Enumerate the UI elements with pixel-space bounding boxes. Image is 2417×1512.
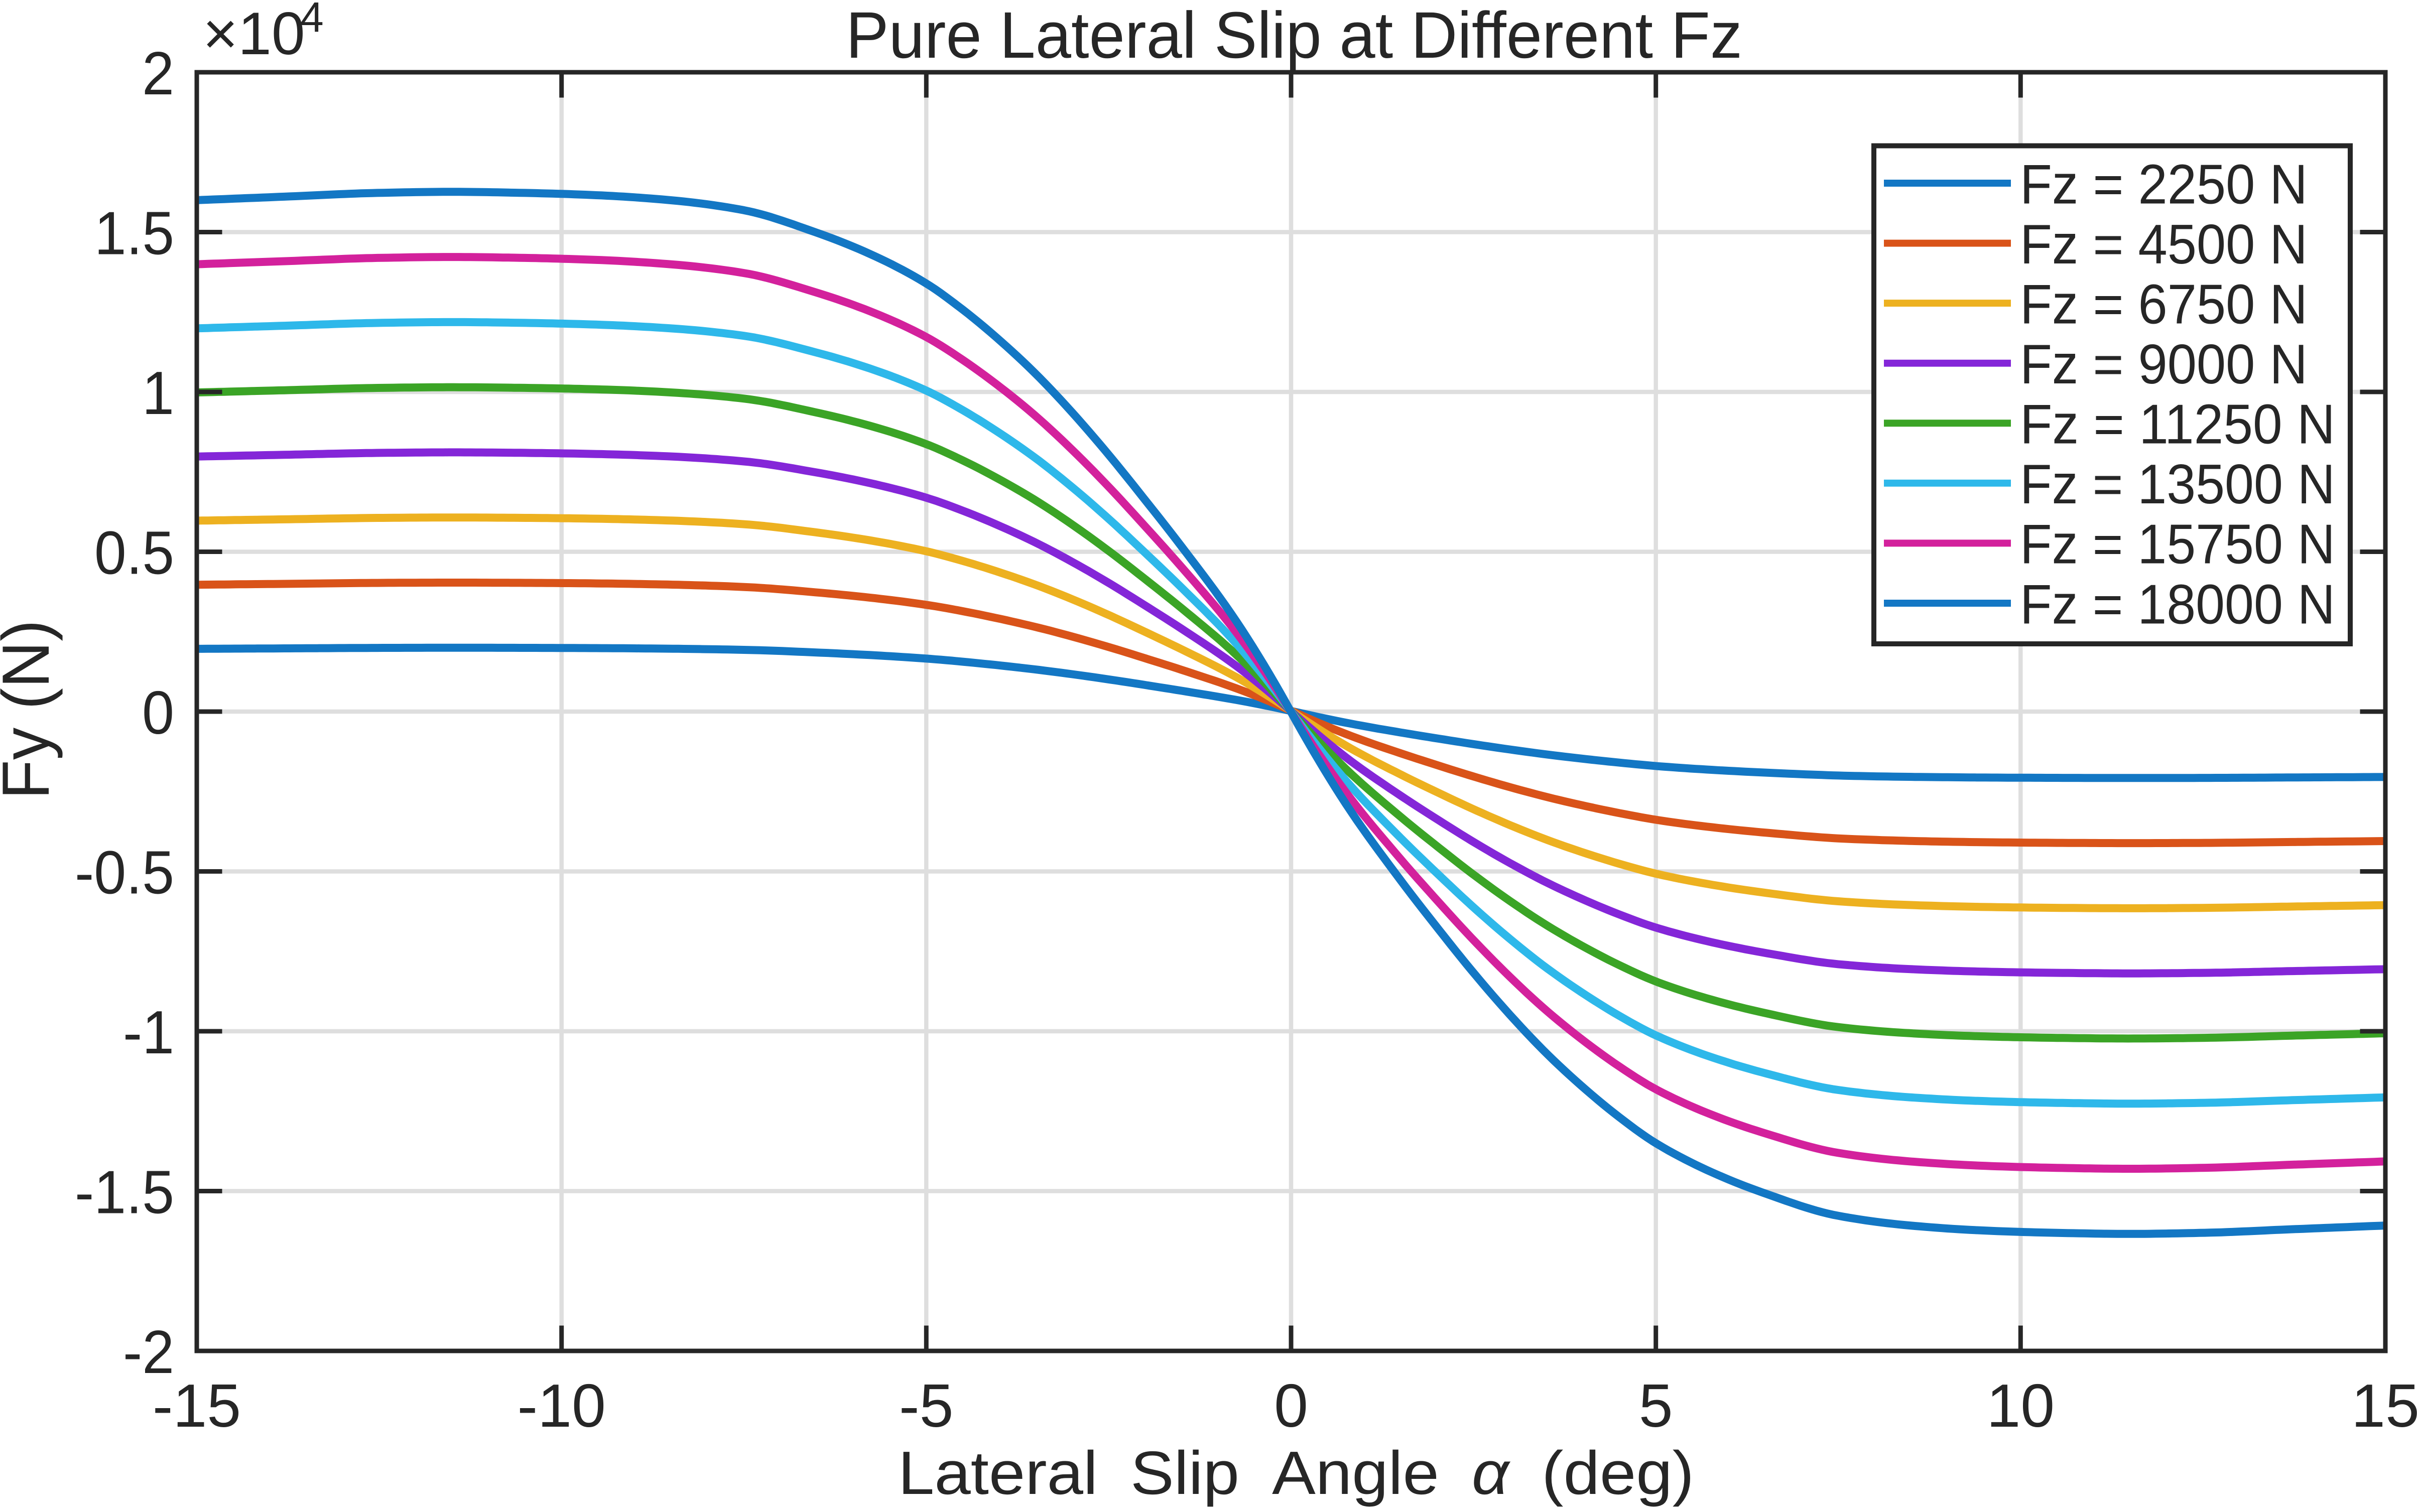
svg-text:2: 2 [142, 39, 174, 107]
svg-text:0: 0 [142, 678, 174, 747]
svg-text:Fz = 18000 N: Fz = 18000 N [2020, 573, 2335, 635]
svg-text:-1.5: -1.5 [75, 1158, 174, 1226]
svg-text:-1: -1 [123, 998, 174, 1066]
svg-text:0.5: 0.5 [94, 519, 174, 587]
svg-text:-15: -15 [153, 1371, 241, 1440]
svg-text:Fz = 11250 N: Fz = 11250 N [2020, 393, 2335, 456]
svg-text:Fz = 6750 N: Fz = 6750 N [2020, 273, 2308, 335]
svg-text:5: 5 [1639, 1371, 1673, 1440]
svg-text:-5: -5 [899, 1371, 953, 1440]
svg-text:15: 15 [2351, 1371, 2417, 1440]
svg-text:Fz = 15750 N: Fz = 15750 N [2020, 513, 2335, 576]
svg-text:Fz = 9000 N: Fz = 9000 N [2020, 333, 2308, 395]
svg-text:0: 0 [1274, 1371, 1308, 1440]
svg-text:1.5: 1.5 [94, 199, 174, 267]
svg-text:Fz = 4500 N: Fz = 4500 N [2020, 213, 2308, 276]
svg-text:-10: -10 [518, 1371, 606, 1440]
svg-text:-0.5: -0.5 [75, 839, 174, 907]
svg-text:Lateral Slip Angle α (deg): Lateral Slip Angle α (deg) [898, 1439, 1694, 1507]
svg-text:Fy (N): Fy (N) [0, 620, 63, 799]
svg-text:×10: ×10 [203, 0, 305, 67]
svg-text:1: 1 [142, 359, 174, 427]
svg-text:Fz = 2250 N: Fz = 2250 N [2020, 153, 2308, 215]
svg-text:10: 10 [1986, 1371, 2055, 1440]
svg-text:Fz = 13500 N: Fz = 13500 N [2020, 453, 2335, 515]
svg-text:-2: -2 [123, 1318, 174, 1386]
svg-text:Pure Lateral Slip at Different: Pure Lateral Slip at Different Fz [846, 0, 1742, 72]
svg-text:4: 4 [300, 0, 324, 41]
